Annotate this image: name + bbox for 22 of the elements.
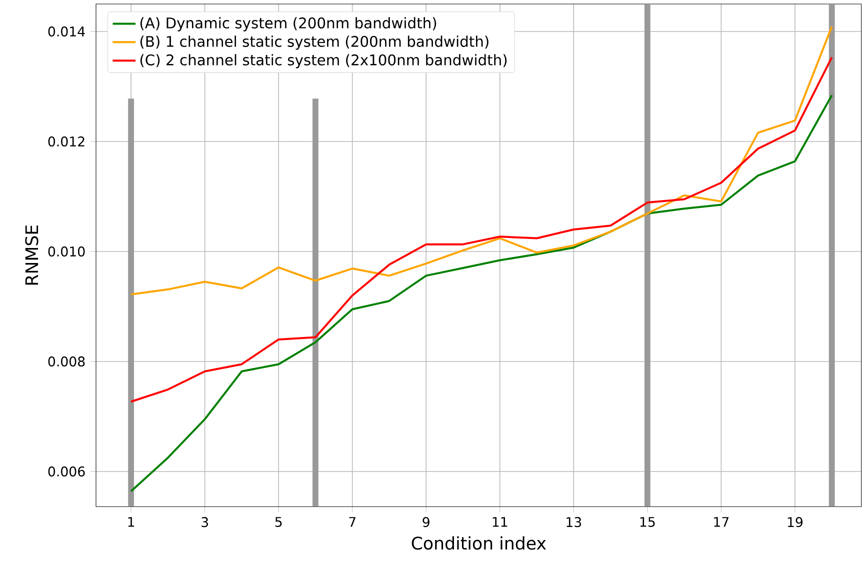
y-tick-label: 0.008 (48, 356, 85, 367)
y-tick-label: 0.010 (48, 246, 85, 257)
legend-label: (B) 1 channel static system (200nm bandwidth) (140, 36, 488, 50)
y-tick-label: 0.014 (48, 26, 85, 37)
y-tick-label: 0.012 (48, 136, 84, 147)
line-series (130, 56, 833, 403)
y-axis-title: RNMSE (25, 225, 38, 285)
legend-label: (A) Dynamic system (200nm bandwidth) (140, 17, 436, 32)
x-tick-label: 3 (202, 517, 208, 528)
x-tick-label: 15 (640, 517, 655, 527)
x-tick-label: 7 (349, 517, 356, 527)
x-tick-label: 9 (422, 517, 430, 528)
legend-label: (C) 2 channel static system (2x100nm bandwidth) (140, 54, 507, 68)
x-tick-label: 13 (566, 517, 582, 528)
line-series (130, 94, 833, 492)
x-tick-label: 11 (492, 517, 508, 527)
x-tick-label: 1 (128, 517, 134, 527)
x-tick-label: 5 (275, 517, 282, 527)
y-tick-label: 0.006 (48, 466, 85, 477)
x-axis-title: Condition index (412, 536, 546, 550)
x-tick-label: 19 (788, 517, 802, 528)
x-tick-label: 17 (714, 517, 729, 527)
